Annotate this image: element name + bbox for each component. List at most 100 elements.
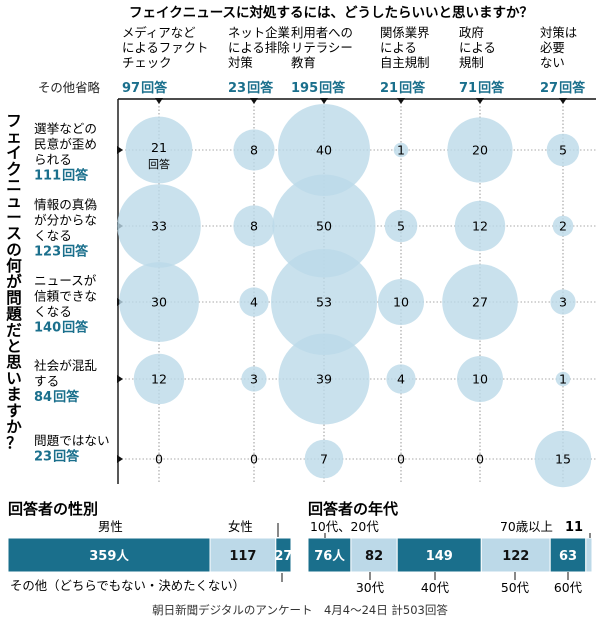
- bubble: [239, 287, 269, 317]
- column-label-line: による: [380, 40, 417, 55]
- cell-value: 30: [151, 295, 167, 310]
- column-count: 195回答: [291, 80, 346, 96]
- row-axis-title-char: ス: [6, 225, 22, 243]
- row-axis-title-char: と: [6, 337, 22, 355]
- row-label-line: くなる: [34, 228, 72, 243]
- cell-value: 3: [250, 372, 258, 387]
- column-count: 27回答: [540, 80, 586, 96]
- segment-value: 82: [365, 549, 383, 564]
- row-axis-title-char: す: [6, 402, 22, 420]
- column-label-line: 規制: [459, 55, 484, 70]
- column-label-line: 対策: [228, 55, 253, 70]
- cell-value: 53: [316, 295, 332, 310]
- bubble: [534, 430, 592, 488]
- cell-value: 1: [559, 372, 567, 387]
- row-label-line: 民意が歪め: [34, 137, 97, 152]
- bubble: [241, 366, 267, 392]
- age-chart: 回答者の年代 76人 82 149 122 63 10代、20代 30代 40代 50代 60代 11…: [307, 500, 593, 595]
- column-label-line: ネット企業: [228, 25, 290, 40]
- cell-value: 8: [250, 219, 258, 234]
- row-marker: [117, 375, 123, 383]
- column-count: 71回答: [459, 80, 505, 96]
- segment-label: 70歳以上: [500, 519, 553, 534]
- row-label-line: 情報の真偽: [34, 197, 97, 212]
- column-label-line: 関係業界: [380, 25, 430, 40]
- segment-value: 359人: [89, 548, 129, 564]
- row-axis-title-char: フ: [6, 112, 22, 130]
- row-label-line: 問題ではない: [34, 433, 110, 448]
- segment-value: 117: [229, 549, 256, 564]
- column-marker: [559, 98, 567, 104]
- bubble: [119, 262, 199, 342]
- row-label-line: 信頼できな: [34, 289, 97, 304]
- bubble: [233, 205, 275, 247]
- row-label-line: くなる: [34, 304, 72, 319]
- row-axis-title-char: ェ: [6, 128, 22, 146]
- segment-label: 60代: [554, 580, 583, 595]
- bubble: [386, 364, 416, 394]
- bubble: [272, 174, 376, 278]
- omitted-note: その他省略: [38, 80, 101, 95]
- cell-value: 39: [316, 372, 332, 387]
- column-label-line: 政府: [459, 25, 484, 40]
- segment-value: 76人: [314, 548, 345, 564]
- column-marker: [320, 98, 328, 104]
- bar-segment: [396, 537, 482, 573]
- bubble: [304, 439, 344, 479]
- column-label-line: 対策は: [540, 25, 577, 40]
- segment-label: 女性: [228, 519, 253, 534]
- cell-value: 12: [151, 372, 167, 387]
- cell-value: 0: [250, 452, 258, 467]
- cell-value: 15: [555, 452, 571, 467]
- row-axis-title-char: 何: [6, 256, 22, 275]
- row-axis-title-char: ？: [6, 434, 22, 452]
- bubble: [133, 353, 185, 405]
- cell-value: 2: [559, 219, 567, 234]
- bubble: [454, 200, 506, 252]
- cell-value: 12: [472, 219, 488, 234]
- column-count: 97回答: [122, 80, 168, 96]
- segment-value: 11: [565, 520, 583, 535]
- bubble: [550, 289, 576, 315]
- cell-value: 7: [320, 452, 328, 467]
- column-label-line: による排除: [228, 40, 290, 55]
- row-count: 84回答: [34, 389, 80, 405]
- cell-unit: 回答: [148, 157, 170, 171]
- row-label-line: が分からな: [34, 213, 97, 228]
- column-label-line: リテラシー: [291, 40, 353, 55]
- cell-value: 0: [155, 452, 163, 467]
- row-axis-title-char: ク: [6, 160, 22, 178]
- cell-value: 5: [397, 219, 405, 234]
- cell-value: 4: [397, 372, 405, 387]
- column-label-line: 必要: [540, 40, 565, 55]
- row-axis-title-char: 問: [6, 289, 22, 307]
- bubble: [393, 142, 409, 158]
- row-axis-title-char: が: [6, 272, 22, 291]
- cell-value: 0: [476, 452, 484, 467]
- segment-value: 149: [426, 549, 453, 564]
- row-axis-title-char: ニ: [6, 176, 22, 194]
- column-label-line: によるファクト: [122, 40, 208, 55]
- cell-value: 20: [472, 143, 488, 158]
- segment-label: その他（どちらでもない・決めたくない）: [10, 578, 245, 593]
- bubble: [384, 209, 418, 243]
- column-label-line: 自主規制: [380, 55, 430, 70]
- bubble: [278, 104, 370, 196]
- segment-label: 10代、20代: [310, 519, 379, 534]
- bubble: [555, 371, 571, 387]
- row-axis-title-char: か: [6, 418, 22, 436]
- row-axis-title-char: ュ: [6, 193, 22, 211]
- row-marker: [117, 146, 123, 154]
- row-count: 140回答: [34, 320, 89, 336]
